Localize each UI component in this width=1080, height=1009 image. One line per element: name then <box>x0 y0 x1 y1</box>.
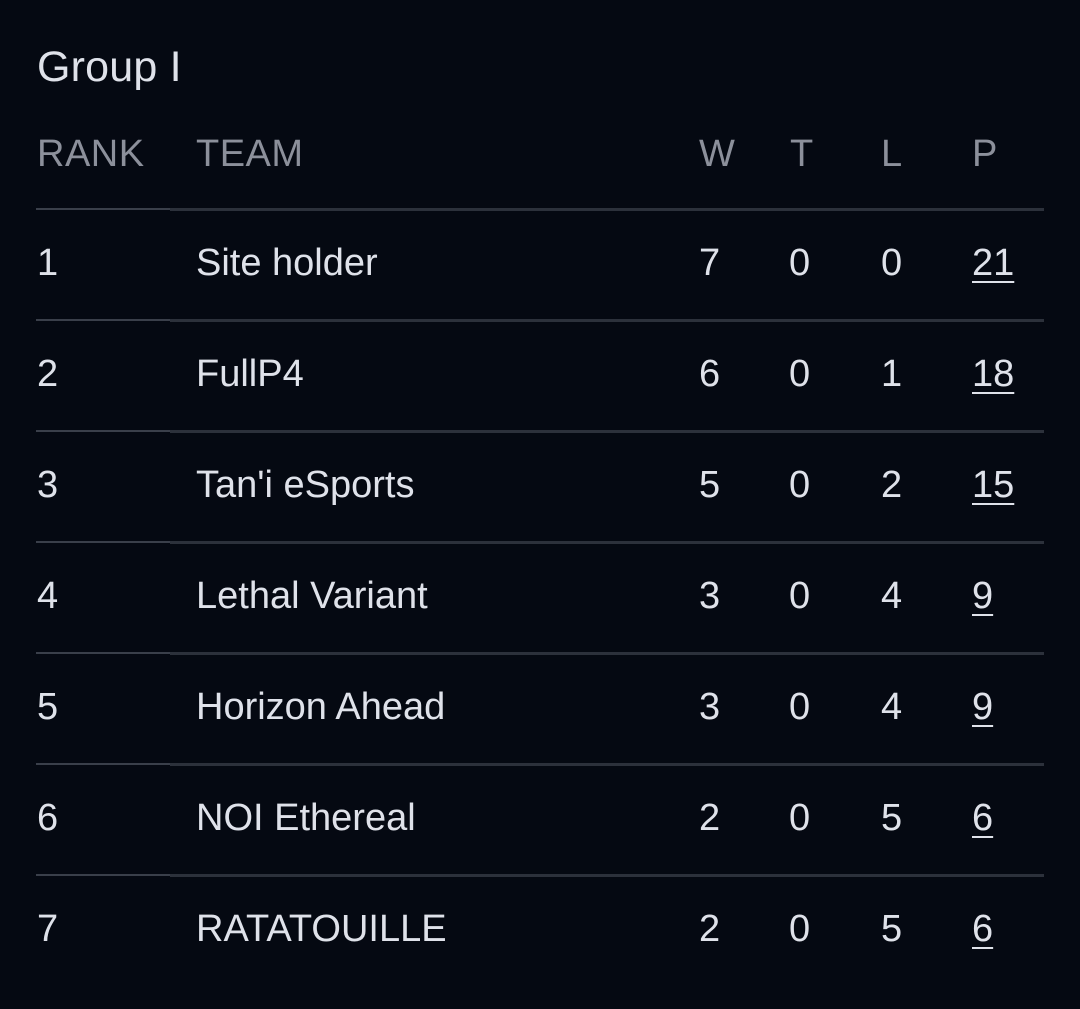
points-link[interactable]: 9 <box>972 575 994 617</box>
row-divider <box>36 430 1044 433</box>
ties-cell: 0 <box>789 242 811 284</box>
table-row: 4 Lethal Variant 3 0 4 9 <box>0 541 1080 652</box>
standings-table-body: 1 Site holder 7 0 0 21 2 FullP4 6 0 1 18… <box>0 208 1080 985</box>
table-row: 7 RATATOUILLE 2 0 5 6 <box>0 874 1080 985</box>
losses-cell: 4 <box>881 686 903 728</box>
losses-cell: 1 <box>881 353 903 395</box>
ties-cell: 0 <box>789 686 811 728</box>
ties-cell: 0 <box>789 353 811 395</box>
team-name-cell: RATATOUILLE <box>196 908 447 950</box>
rank-cell: 1 <box>37 242 59 284</box>
points-link[interactable]: 6 <box>972 797 994 839</box>
losses-cell: 4 <box>881 575 903 617</box>
header-losses: L <box>881 133 903 175</box>
rank-cell: 7 <box>37 908 59 950</box>
ties-cell: 0 <box>789 797 811 839</box>
wins-cell: 3 <box>699 575 721 617</box>
losses-cell: 2 <box>881 464 903 506</box>
team-name-cell: Site holder <box>196 242 378 284</box>
rank-cell: 4 <box>37 575 59 617</box>
table-row: 2 FullP4 6 0 1 18 <box>0 319 1080 430</box>
table-row: 1 Site holder 7 0 0 21 <box>0 208 1080 319</box>
row-divider <box>36 763 1044 766</box>
rank-cell: 6 <box>37 797 59 839</box>
points-link[interactable]: 6 <box>972 908 994 950</box>
wins-cell: 7 <box>699 242 721 284</box>
wins-cell: 3 <box>699 686 721 728</box>
points-link[interactable]: 9 <box>972 686 994 728</box>
row-divider <box>36 319 1044 322</box>
row-divider <box>36 874 1044 877</box>
ties-cell: 0 <box>789 575 811 617</box>
wins-cell: 2 <box>699 908 721 950</box>
losses-cell: 0 <box>881 242 903 284</box>
rank-cell: 3 <box>37 464 59 506</box>
header-wins: W <box>699 133 736 175</box>
points-link[interactable]: 21 <box>972 242 1015 284</box>
team-name-cell: Tan'i eSports <box>196 464 415 506</box>
wins-cell: 6 <box>699 353 721 395</box>
header-team: TEAM <box>196 133 304 175</box>
losses-cell: 5 <box>881 908 903 950</box>
table-header: RANK TEAM W T L P <box>0 126 1080 182</box>
table-row: 6 NOI Ethereal 2 0 5 6 <box>0 763 1080 874</box>
team-name-cell: FullP4 <box>196 353 304 395</box>
row-divider <box>36 541 1044 544</box>
wins-cell: 5 <box>699 464 721 506</box>
points-link[interactable]: 18 <box>972 353 1015 395</box>
table-row: 5 Horizon Ahead 3 0 4 9 <box>0 652 1080 763</box>
table-row: 3 Tan'i eSports 5 0 2 15 <box>0 430 1080 541</box>
team-name-cell: Horizon Ahead <box>196 686 446 728</box>
row-divider <box>36 652 1044 655</box>
ties-cell: 0 <box>789 464 811 506</box>
header-ties: T <box>790 133 814 175</box>
row-divider <box>36 208 1044 211</box>
points-link[interactable]: 15 <box>972 464 1015 506</box>
team-name-cell: NOI Ethereal <box>196 797 416 839</box>
header-points: P <box>972 133 998 175</box>
rank-cell: 2 <box>37 353 59 395</box>
header-rank: RANK <box>37 133 145 175</box>
rank-cell: 5 <box>37 686 59 728</box>
team-name-cell: Lethal Variant <box>196 575 428 617</box>
ties-cell: 0 <box>789 908 811 950</box>
wins-cell: 2 <box>699 797 721 839</box>
losses-cell: 5 <box>881 797 903 839</box>
group-title: Group I <box>37 43 182 91</box>
